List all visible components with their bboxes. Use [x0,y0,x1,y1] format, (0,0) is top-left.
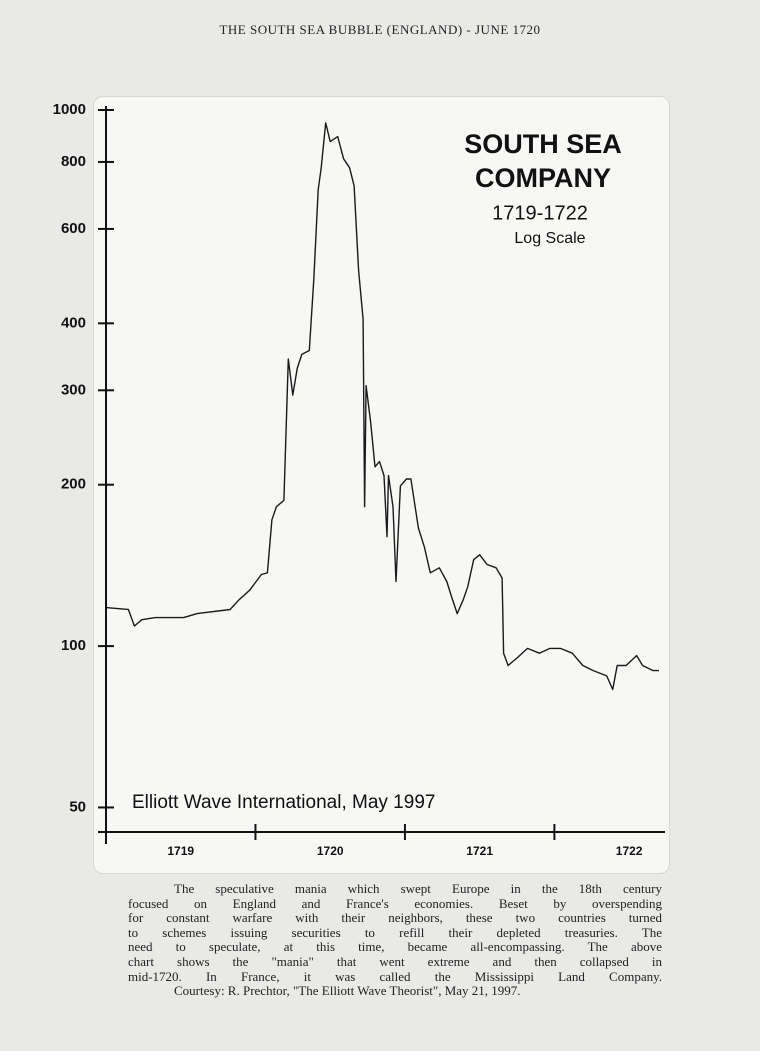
caption-line: mid-1720. In France, it was called the M… [128,968,662,984]
x-tick-label: 1722 [616,844,643,858]
y-tick-label: 200 [61,476,86,493]
price-line [105,122,659,691]
y-tick-label: 300 [61,381,86,398]
caption-line: need to speculate, at this time, became … [128,939,662,955]
y-tick-label: 400 [61,314,86,331]
y-tick-label: 1000 [53,101,86,118]
caption: The speculative mania which swept Europe… [128,881,662,999]
caption-line: for constant warfare with their neighbor… [128,910,662,926]
caption-line: focused on England and France's economie… [128,895,662,911]
source-note: Elliott Wave International, May 1997 [132,792,435,813]
y-tick-label: 50 [69,798,86,815]
caption-line: Courtesy: R. Prechtor, "The Elliott Wave… [174,983,521,999]
chart-title-line: SOUTH SEA [464,129,622,159]
chart-subtitle: 1719-1722 [492,202,588,224]
caption-line: The speculative mania which swept Europe… [174,881,662,896]
x-tick-label: 1719 [167,844,194,858]
caption-line: chart shows the "mania" that went extrem… [128,953,662,969]
x-tick-label: 1720 [317,844,344,858]
caption-line: to schemes issuing securities to refill … [128,924,662,940]
chart-title-line: COMPANY [475,163,611,193]
y-tick-label: 100 [61,637,86,654]
chart-panel [93,96,670,874]
x-tick-label: 1721 [466,844,493,858]
y-tick-label: 600 [61,220,86,237]
y-tick-label: 800 [61,153,86,170]
page-header: THE SOUTH SEA BUBBLE (ENGLAND) - JUNE 17… [219,22,541,37]
scale-note: Log Scale [514,230,585,247]
